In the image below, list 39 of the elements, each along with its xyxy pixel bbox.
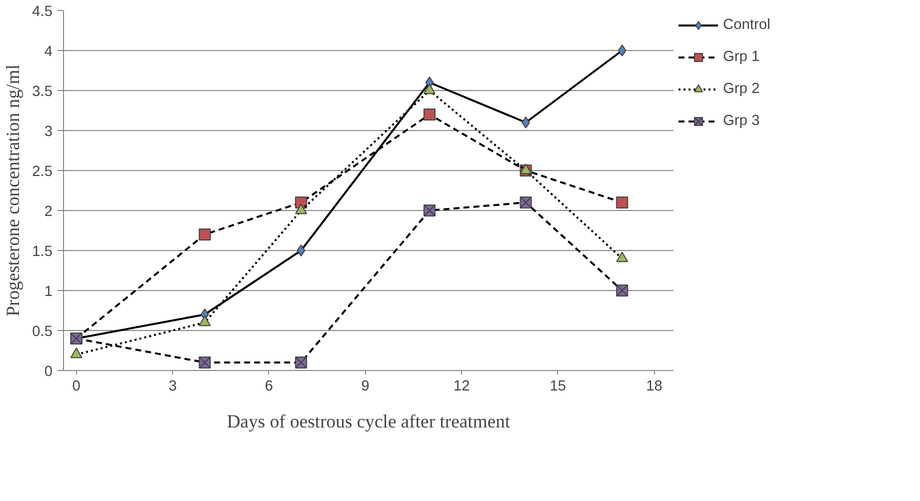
point [198, 228, 211, 240]
point [424, 204, 436, 216]
point [198, 316, 211, 326]
y-tick-label: 2.5 [32, 164, 52, 180]
point [424, 108, 436, 120]
point [296, 244, 306, 256]
point [424, 84, 436, 94]
point [295, 204, 308, 214]
point [618, 44, 626, 56]
legend-label: Grp 3 [723, 113, 760, 129]
y-tick-label: 3.5 [32, 84, 52, 100]
x-tick-label: 18 [646, 378, 662, 394]
y-tick-label: 2 [44, 204, 53, 220]
x-axis-title: Days of oestrous cycle after treatment [226, 412, 511, 432]
x-tick-label: 0 [72, 378, 80, 394]
x-tick-label: 15 [550, 378, 566, 394]
point [616, 252, 628, 262]
y-axis-title: Progesterone concentration ng/ml [3, 64, 24, 316]
x-tick-label: 12 [453, 378, 470, 394]
y-tick-label: 3 [44, 124, 53, 140]
y-tick-label: 1.5 [32, 244, 52, 260]
point [70, 348, 82, 358]
point [616, 284, 628, 296]
point [520, 196, 532, 208]
legend-label: Grp 1 [723, 49, 760, 65]
legend-label: Control [723, 17, 770, 33]
x-tick-label: 6 [264, 378, 274, 394]
y-tick-label: 4.5 [32, 4, 52, 20]
point [198, 356, 211, 368]
y-tick-label: 0 [44, 364, 53, 380]
point [522, 116, 530, 128]
x-tick-label: 9 [361, 378, 370, 394]
legend-label: Grp 2 [723, 81, 760, 97]
x-tick-label: 3 [168, 378, 177, 394]
y-tick-label: 4 [44, 44, 53, 60]
point [616, 196, 628, 208]
point [295, 356, 308, 368]
y-tick-label: 0.5 [32, 324, 52, 340]
y-tick-label: 1 [44, 284, 53, 300]
